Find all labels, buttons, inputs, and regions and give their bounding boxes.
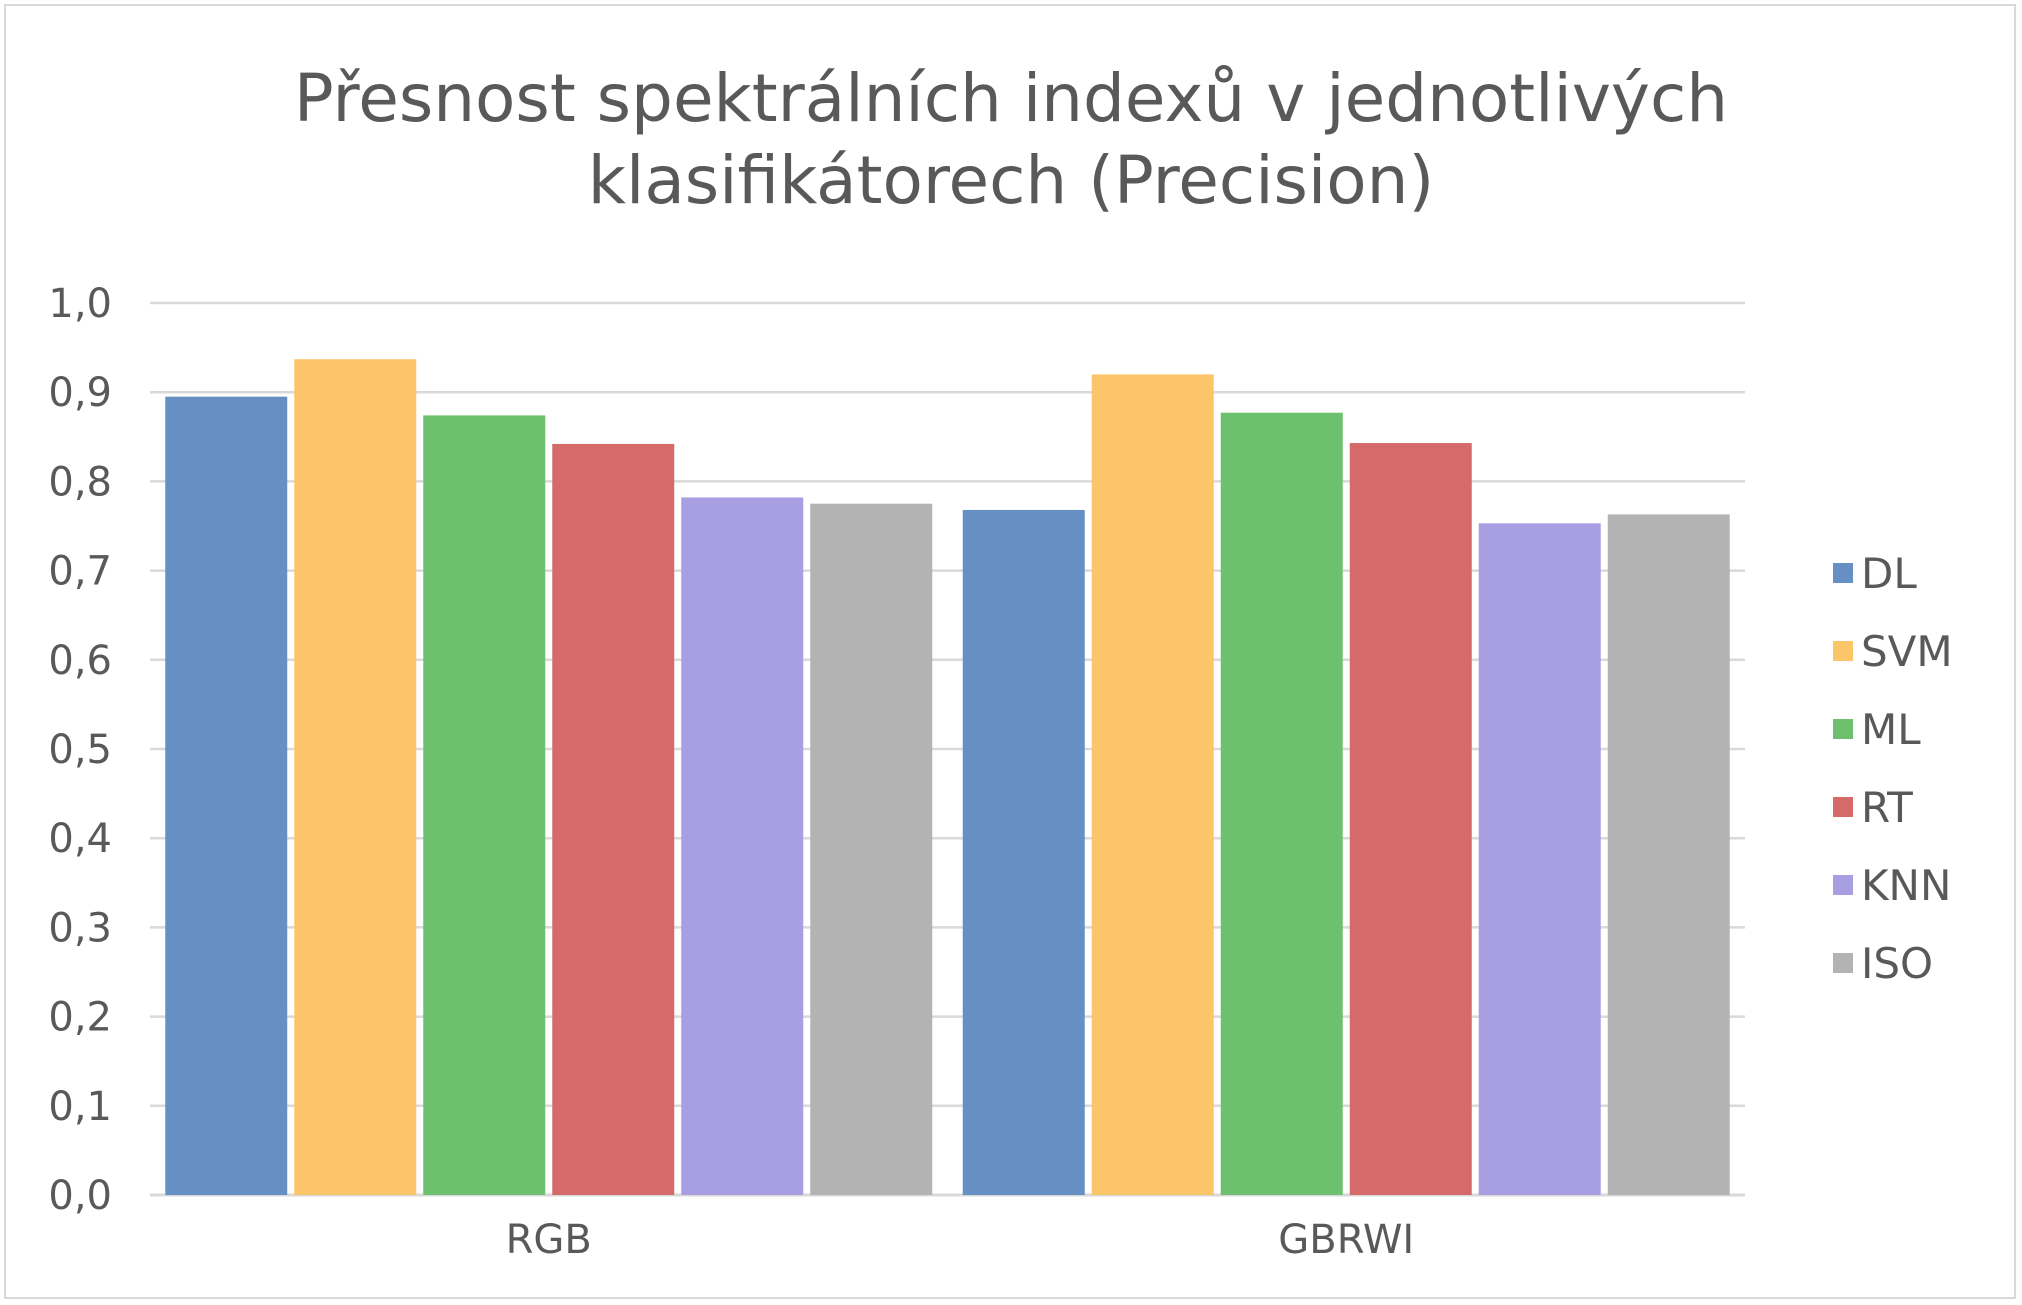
y-tick-label: 0,9: [48, 370, 112, 416]
y-tick-label: 0,6: [48, 638, 112, 684]
y-tick-label: 0,8: [48, 459, 112, 505]
bar-dl-gbrwi: [962, 509, 1085, 1196]
bar-svm-rgb: [294, 359, 417, 1195]
bar-svm-gbrwi: [1091, 374, 1214, 1195]
bar-iso-rgb: [810, 503, 933, 1195]
y-tick-label: 1,0: [48, 281, 112, 327]
bar-iso-gbrwi: [1607, 514, 1730, 1195]
chart-title-line-2: klasifikátorech (Precision): [587, 142, 1435, 219]
legend-swatch-svm: [1833, 641, 1853, 661]
legend-label-knn: KNN: [1861, 861, 1951, 910]
legend-label-ml: ML: [1861, 705, 1921, 754]
bar-knn-rgb: [681, 497, 804, 1195]
legend-swatch-iso: [1833, 953, 1853, 973]
legend-swatch-knn: [1833, 875, 1853, 895]
bar-dl-rgb: [165, 396, 288, 1195]
chart-title-line-1: Přesnost spektrálních indexů v jednotliv…: [293, 60, 1729, 137]
legend-swatch-dl: [1833, 563, 1853, 583]
bar-rt-gbrwi: [1349, 443, 1472, 1195]
y-tick-label: 0,7: [48, 549, 112, 595]
y-tick-label: 0,1: [48, 1084, 112, 1130]
x-category-label: GBRWI: [1278, 1217, 1414, 1263]
chart-title: Přesnost spektrálních indexů v jednotliv…: [0, 58, 2022, 222]
legend-label-svm: SVM: [1861, 627, 1953, 676]
y-tick-label: 0,5: [48, 727, 112, 773]
y-tick-label: 0,2: [48, 995, 112, 1041]
legend-swatch-rt: [1833, 797, 1853, 817]
legend-label-iso: ISO: [1861, 939, 1933, 988]
bar-ml-rgb: [423, 415, 546, 1196]
legend-label-rt: RT: [1861, 783, 1913, 832]
bar-ml-gbrwi: [1220, 412, 1343, 1195]
y-tick-label: 0,0: [48, 1173, 112, 1219]
x-category-label: RGB: [506, 1217, 592, 1263]
y-tick-label: 0,3: [48, 905, 112, 951]
bar-rt-rgb: [552, 443, 675, 1195]
bar-knn-gbrwi: [1478, 523, 1601, 1195]
y-tick-label: 0,4: [48, 816, 112, 862]
legend-label-dl: DL: [1861, 549, 1917, 598]
legend-swatch-ml: [1833, 719, 1853, 739]
